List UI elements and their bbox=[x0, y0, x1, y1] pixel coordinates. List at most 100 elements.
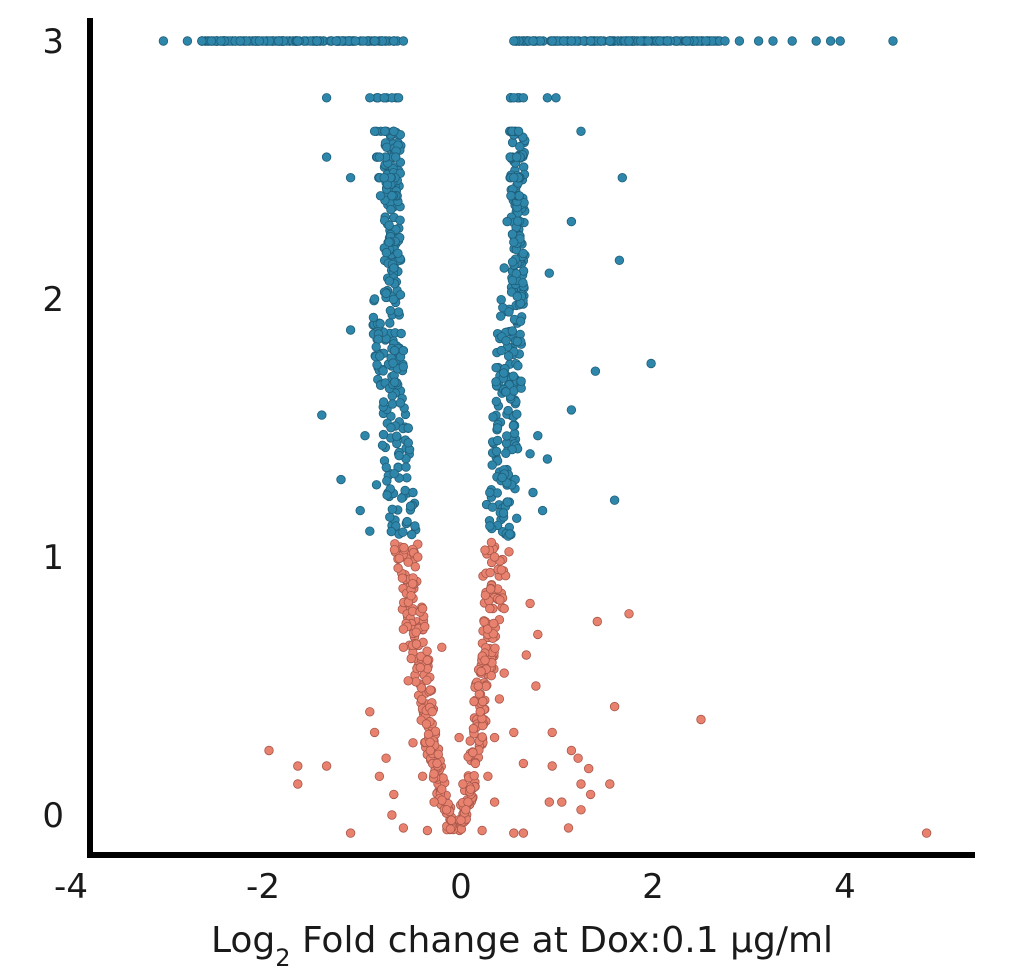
significant-point bbox=[509, 36, 519, 46]
significant-point bbox=[506, 191, 516, 201]
significant-point bbox=[398, 362, 409, 372]
nonsignificant-point bbox=[422, 655, 433, 665]
nonsignificant-point bbox=[921, 828, 932, 838]
significant-point bbox=[206, 36, 217, 46]
significant-point bbox=[551, 93, 561, 103]
significant-point bbox=[734, 36, 745, 46]
significant-point bbox=[547, 36, 557, 46]
significant-point bbox=[384, 237, 394, 247]
significant-point bbox=[496, 295, 506, 305]
nonsignificant-point bbox=[566, 745, 577, 756]
significant-point bbox=[614, 255, 625, 265]
significant-point bbox=[373, 334, 383, 344]
nonsignificant-point bbox=[411, 639, 422, 649]
significant-point bbox=[485, 487, 495, 498]
significant-point bbox=[377, 440, 388, 451]
significant-point bbox=[385, 305, 396, 316]
significant-point bbox=[542, 454, 553, 464]
nonsignificant-point bbox=[483, 771, 493, 782]
nonsignificant-point bbox=[573, 753, 583, 763]
significant-point bbox=[609, 495, 620, 505]
significant-point bbox=[391, 431, 402, 441]
significant-point bbox=[374, 152, 385, 162]
nonsignificant-point bbox=[547, 761, 557, 771]
significant-point bbox=[389, 263, 399, 273]
significant-point bbox=[345, 325, 356, 335]
nonsignificant-point bbox=[264, 745, 274, 756]
significant-point bbox=[393, 93, 404, 103]
nonsignificant-point bbox=[429, 769, 439, 779]
nonsignificant-point bbox=[454, 732, 464, 743]
significant-point bbox=[379, 93, 389, 103]
y-tick-label: 0 bbox=[42, 796, 64, 836]
nonsignificant-point bbox=[476, 666, 486, 677]
significant-point bbox=[533, 431, 543, 441]
significant-point bbox=[566, 36, 577, 46]
significant-point bbox=[502, 431, 512, 441]
nonsignificant-point bbox=[509, 727, 519, 738]
nonsignificant-point bbox=[504, 547, 514, 557]
nonsignificant-point bbox=[489, 732, 500, 743]
significant-point bbox=[576, 126, 586, 137]
nonsignificant-point bbox=[485, 567, 495, 578]
nonsignificant-point bbox=[437, 784, 447, 794]
significant-point bbox=[382, 142, 392, 153]
nonsignificant-point bbox=[592, 616, 603, 627]
significant-point bbox=[385, 318, 395, 328]
significant-point bbox=[182, 36, 193, 46]
nonsignificant-point bbox=[387, 810, 397, 820]
significant-point bbox=[405, 501, 416, 511]
nonsignificant-point bbox=[403, 676, 413, 686]
nonsignificant-point bbox=[432, 758, 442, 769]
significant-point bbox=[503, 405, 513, 416]
nonsignificant-point bbox=[486, 671, 497, 681]
nonsignificant-point bbox=[490, 643, 500, 653]
significant-point bbox=[498, 508, 509, 518]
y-tick-label: 1 bbox=[42, 538, 64, 578]
significant-point bbox=[369, 126, 380, 137]
significant-point bbox=[312, 36, 322, 46]
significant-point bbox=[400, 485, 410, 496]
significant-point bbox=[396, 328, 406, 339]
x-tick-label: 2 bbox=[642, 867, 664, 907]
nonsignificant-point bbox=[477, 825, 487, 836]
x-axis-title-main: Log bbox=[211, 920, 275, 961]
significant-point bbox=[507, 326, 518, 336]
significant-point bbox=[379, 172, 389, 183]
nonsignificant-point bbox=[521, 650, 532, 660]
significant-point bbox=[646, 358, 656, 369]
significant-point bbox=[501, 448, 511, 459]
significant-point bbox=[378, 429, 389, 440]
data-points bbox=[158, 36, 932, 838]
nonsignificant-point bbox=[408, 738, 418, 748]
nonsignificant-point bbox=[609, 701, 620, 712]
significant-point bbox=[516, 376, 526, 386]
nonsignificant-point bbox=[403, 557, 413, 567]
significant-point bbox=[720, 36, 730, 46]
significant-point bbox=[888, 36, 898, 46]
significant-point bbox=[504, 307, 514, 317]
significant-point bbox=[398, 36, 409, 46]
significant-point bbox=[378, 397, 389, 407]
significant-point bbox=[507, 229, 518, 239]
nonsignificant-point bbox=[480, 655, 490, 665]
significant-point bbox=[384, 276, 395, 286]
significant-point bbox=[197, 36, 207, 46]
nonsignificant-point bbox=[437, 642, 447, 653]
significant-point bbox=[158, 36, 169, 46]
nonsignificant-point bbox=[525, 598, 535, 609]
nonsignificant-point bbox=[416, 683, 427, 693]
nonsignificant-point bbox=[576, 805, 586, 815]
significant-point bbox=[518, 278, 528, 288]
significant-point bbox=[375, 319, 385, 329]
nonsignificant-point bbox=[605, 779, 615, 789]
nonsignificant-point bbox=[394, 553, 405, 564]
nonsignificant-point bbox=[480, 545, 490, 555]
x-axis-title: Log2 Fold change at Dox:0.1 µg/ml bbox=[211, 920, 833, 972]
nonsignificant-point bbox=[422, 646, 432, 656]
significant-point bbox=[407, 529, 417, 540]
significant-point bbox=[387, 191, 397, 201]
nonsignificant-point bbox=[458, 779, 468, 789]
significant-point bbox=[401, 462, 411, 472]
significant-point bbox=[395, 215, 405, 225]
